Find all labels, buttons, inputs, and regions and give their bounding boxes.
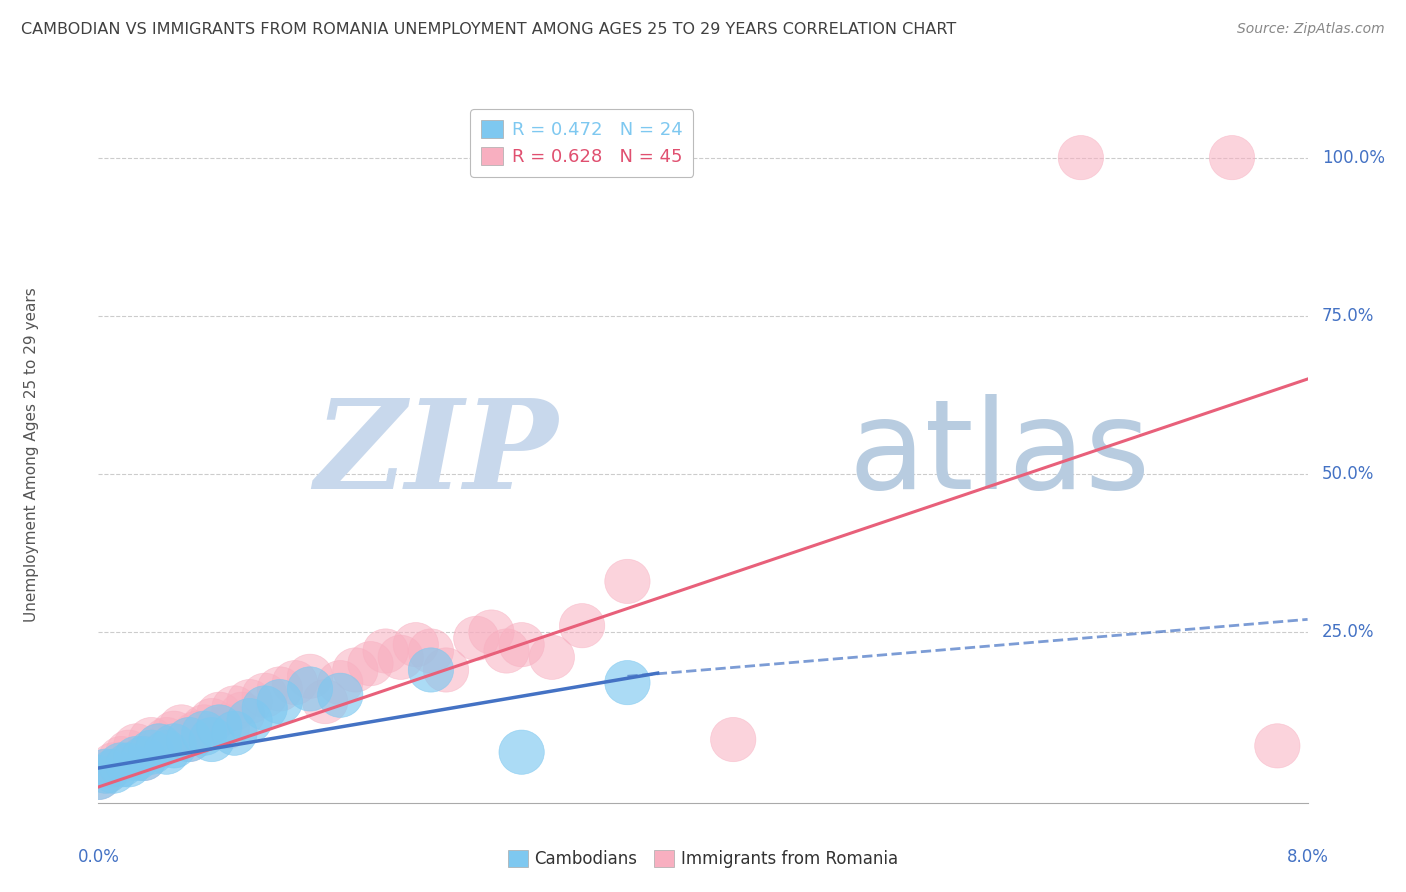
Ellipse shape [378,635,423,680]
Ellipse shape [242,686,287,730]
Ellipse shape [159,705,204,749]
Ellipse shape [129,717,174,762]
Ellipse shape [105,730,152,774]
Ellipse shape [83,749,129,793]
Ellipse shape [394,623,439,667]
Ellipse shape [484,629,529,673]
Ellipse shape [98,743,143,787]
Ellipse shape [152,723,197,768]
Ellipse shape [136,723,181,768]
Text: 8.0%: 8.0% [1286,848,1329,866]
Ellipse shape [1209,136,1254,180]
Ellipse shape [121,737,166,780]
Ellipse shape [136,723,181,768]
Ellipse shape [318,660,363,705]
Ellipse shape [204,705,250,749]
Legend: Cambodians, Immigrants from Romania: Cambodians, Immigrants from Romania [502,843,904,874]
Ellipse shape [333,648,378,692]
Text: 50.0%: 50.0% [1322,465,1375,483]
Ellipse shape [188,717,235,762]
Ellipse shape [318,673,363,717]
Ellipse shape [219,692,264,737]
Ellipse shape [363,629,408,673]
Ellipse shape [143,730,188,774]
Text: 75.0%: 75.0% [1322,307,1375,325]
Ellipse shape [468,610,515,654]
Ellipse shape [76,756,121,799]
Ellipse shape [1059,136,1104,180]
Ellipse shape [454,616,499,660]
Ellipse shape [499,623,544,667]
Text: Source: ZipAtlas.com: Source: ZipAtlas.com [1237,22,1385,37]
Ellipse shape [212,686,257,730]
Ellipse shape [226,698,273,743]
Ellipse shape [143,717,188,762]
Text: 100.0%: 100.0% [1322,149,1385,167]
Ellipse shape [1254,723,1301,768]
Ellipse shape [347,641,394,686]
Ellipse shape [91,743,136,787]
Ellipse shape [197,705,242,749]
Ellipse shape [560,604,605,648]
Text: 25.0%: 25.0% [1322,623,1375,641]
Text: 0.0%: 0.0% [77,848,120,866]
Ellipse shape [273,660,318,705]
Ellipse shape [166,717,212,762]
Ellipse shape [188,698,235,743]
Ellipse shape [499,730,544,774]
Ellipse shape [98,737,143,780]
Ellipse shape [212,711,257,756]
Ellipse shape [408,648,454,692]
Text: Unemployment Among Ages 25 to 29 years: Unemployment Among Ages 25 to 29 years [24,287,39,623]
Ellipse shape [287,654,333,698]
Ellipse shape [121,737,166,780]
Ellipse shape [605,559,650,604]
Ellipse shape [114,723,159,768]
Ellipse shape [76,756,121,799]
Ellipse shape [83,749,129,793]
Ellipse shape [287,667,333,711]
Ellipse shape [181,705,226,749]
Text: CAMBODIAN VS IMMIGRANTS FROM ROMANIA UNEMPLOYMENT AMONG AGES 25 TO 29 YEARS CORR: CAMBODIAN VS IMMIGRANTS FROM ROMANIA UNE… [21,22,956,37]
Ellipse shape [174,711,219,756]
Text: atlas: atlas [848,394,1150,516]
Ellipse shape [152,711,197,756]
Ellipse shape [242,673,287,717]
Ellipse shape [257,667,302,711]
Ellipse shape [226,680,273,723]
Ellipse shape [105,743,152,787]
Ellipse shape [605,660,650,705]
Ellipse shape [181,711,226,756]
Ellipse shape [197,692,242,737]
Ellipse shape [91,749,136,793]
Ellipse shape [257,680,302,723]
Ellipse shape [302,680,347,723]
Ellipse shape [529,635,575,680]
Ellipse shape [408,629,454,673]
Text: ZIP: ZIP [314,394,558,516]
Ellipse shape [129,730,174,774]
Ellipse shape [423,648,468,692]
Ellipse shape [710,717,756,762]
Ellipse shape [166,717,212,762]
Ellipse shape [114,737,159,780]
